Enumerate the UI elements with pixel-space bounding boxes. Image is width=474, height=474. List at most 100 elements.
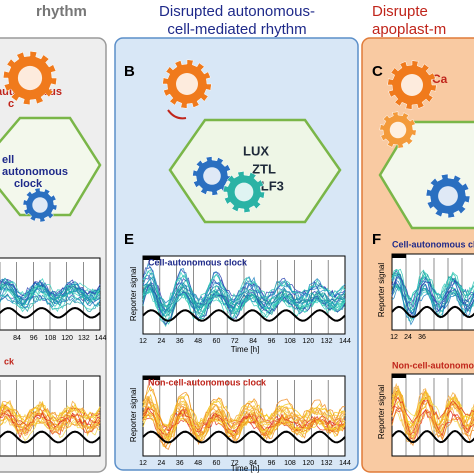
dark-bar: [392, 374, 407, 378]
x-tick-label: 120: [302, 460, 314, 467]
trace: [0, 282, 101, 307]
x-tick-label: 36: [176, 460, 184, 467]
x-tick-label: 120: [61, 335, 73, 342]
trace: [0, 406, 101, 429]
y-label: Reporter signal: [129, 267, 138, 321]
trace: [391, 411, 474, 437]
gene: ZTL: [252, 161, 276, 176]
y-label: Reporter signal: [129, 388, 138, 442]
x-tick-label: 36: [418, 334, 426, 341]
gear-hole: [389, 121, 407, 139]
trace: [0, 402, 101, 422]
trace: [0, 411, 101, 435]
plot-label: Cell-autonomous clock: [392, 239, 474, 249]
trace: [0, 411, 101, 433]
cell: [0, 116, 102, 217]
trace: [0, 403, 101, 423]
trace: [0, 408, 101, 432]
trace: [142, 288, 346, 322]
trace: [391, 268, 474, 301]
title: rhythm: [36, 3, 87, 20]
trace: [0, 277, 101, 301]
x-tick-label: 132: [321, 338, 333, 345]
dark-bar: [143, 256, 161, 260]
trace: [0, 295, 101, 313]
title: Disrupted autonomous-: [159, 3, 315, 20]
panel-letter: B: [124, 63, 135, 80]
trace: [0, 414, 101, 435]
plot-label: Non-cell-autonomous c: [392, 360, 474, 370]
x-tick-label: 144: [95, 335, 107, 342]
mean-trace: [0, 306, 101, 319]
trace: [142, 283, 346, 313]
x-tick-label: 84: [249, 460, 257, 467]
cell: [168, 118, 342, 224]
trace: [0, 416, 101, 431]
x-tick-label: 96: [268, 460, 276, 467]
gear-hole: [401, 74, 423, 96]
trace: [142, 268, 346, 307]
x-tick-label: 108: [45, 335, 57, 342]
trace: [391, 396, 474, 424]
trace: [0, 278, 101, 300]
title: apoplast-m: [372, 21, 446, 38]
trace: [391, 405, 474, 436]
trace: [391, 286, 474, 315]
gear-hole: [32, 197, 48, 213]
gear-hole: [176, 73, 198, 95]
trace: [391, 387, 474, 427]
trace: [0, 278, 101, 298]
x-tick-label: 36: [176, 338, 184, 345]
trace: [142, 272, 346, 307]
trace: [0, 409, 101, 439]
y-label: Reporter signal: [377, 263, 386, 317]
x-tick-label: 60: [213, 460, 221, 467]
x-tick-label: 48: [194, 460, 202, 467]
trace: [0, 294, 101, 308]
x-tick-label: 84: [249, 338, 257, 345]
x-tick-label: 24: [404, 334, 412, 341]
x-label: Time [h]: [231, 345, 260, 354]
mean-trace: [142, 430, 346, 444]
gear-hole: [17, 65, 43, 91]
trace: [0, 417, 101, 435]
trace: [0, 417, 101, 437]
dark-bar: [143, 376, 161, 380]
label: c: [8, 98, 14, 110]
trace: [391, 269, 474, 317]
trace: [391, 391, 474, 426]
trace: [391, 273, 474, 302]
panel-letter: E: [124, 231, 134, 248]
trace: [0, 278, 101, 301]
label: clock: [14, 178, 43, 190]
mean-trace: [0, 430, 101, 444]
x-tick-label: 132: [78, 335, 90, 342]
x-tick-label: 96: [30, 335, 38, 342]
x-tick-label: 120: [302, 338, 314, 345]
y-label: Reporter signal: [377, 385, 386, 439]
title: cell-mediated rhythm: [167, 21, 306, 38]
x-tick-label: 132: [321, 460, 333, 467]
x-tick-label: 72: [231, 460, 239, 467]
x-tick-label: 108: [284, 338, 296, 345]
x-tick-label: 12: [139, 338, 147, 345]
trace: [142, 276, 346, 304]
x-tick-label: 60: [213, 338, 221, 345]
x-tick-label: 12: [390, 334, 398, 341]
x-tick-label: 72: [231, 338, 239, 345]
trace: [142, 406, 346, 447]
trace: [391, 281, 474, 309]
trace: [0, 406, 101, 426]
x-tick-label: 24: [157, 460, 165, 467]
x-tick-label: 48: [194, 338, 202, 345]
label: Ca: [432, 72, 448, 86]
mean-trace: [391, 305, 474, 319]
x-tick-label: 84: [13, 335, 21, 342]
trace: [0, 280, 101, 306]
gene: LUX: [243, 143, 269, 158]
x-tick-label: 108: [284, 460, 296, 467]
mean-trace: [142, 309, 346, 322]
arrow: [167, 109, 187, 120]
trace: [0, 287, 101, 304]
